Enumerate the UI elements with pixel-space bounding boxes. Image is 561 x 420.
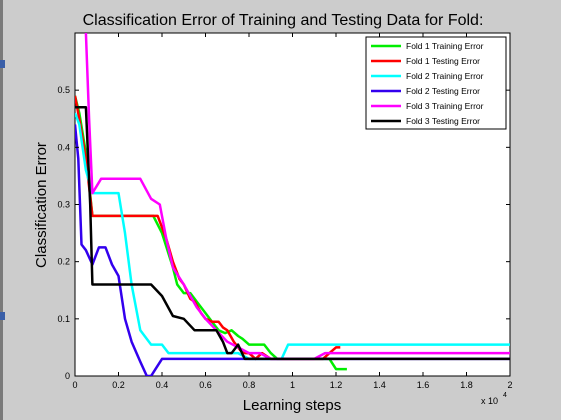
x-tick-label: 1.4 <box>373 380 386 390</box>
x-tick-label: 2 <box>507 380 512 390</box>
series-line-4 <box>75 124 510 376</box>
x-tick-label: 0.6 <box>199 380 212 390</box>
x-tick-label: 0.2 <box>112 380 125 390</box>
window-edge-mark <box>0 312 5 320</box>
legend-label: Fold 3 Testing Error <box>406 116 480 126</box>
series-line-6 <box>75 106 510 361</box>
axis-ticks <box>74 33 511 377</box>
x-axis-label: Learning steps <box>243 397 341 414</box>
x-tick-label: 0.8 <box>243 380 256 390</box>
legend-label: Fold 2 Testing Error <box>406 86 480 96</box>
legend-label: Fold 1 Training Error <box>406 41 484 51</box>
legend: Fold 1 Training Error Fold 1 Testing Erro… <box>365 36 507 130</box>
legend-label: Fold 2 Training Error <box>406 71 484 81</box>
x-axis-multiplier: x 10 <box>481 396 498 406</box>
x-tick-label: 0 <box>72 380 77 390</box>
x-axis-multiplier-exponent: 4 <box>503 392 507 399</box>
legend-label: Fold 1 Testing Error <box>406 56 480 66</box>
y-tick-label: 0.5 <box>57 85 70 95</box>
x-tick-label: 1.2 <box>330 380 343 390</box>
x-tick-label: 0.4 <box>156 380 169 390</box>
y-tick-label: 0.3 <box>57 200 70 210</box>
axis-tick-labels: 0 0.2 0.4 0.6 0.8 1 1.2 1.4 1.6 1.8 2 0 0.1 0.2 0.3 0.4… <box>57 85 512 390</box>
legend-box <box>365 36 507 130</box>
x-tick-label: 1.8 <box>460 380 473 390</box>
legend-label: Fold 3 Training Error <box>406 101 484 111</box>
chart-title: Classification Error of Training and Tes… <box>83 12 484 29</box>
y-tick-label: 0.2 <box>57 257 70 267</box>
y-tick-label: 0.1 <box>57 314 70 324</box>
y-tick-label: 0.4 <box>57 142 70 152</box>
x-tick-label: 1.6 <box>417 380 430 390</box>
window-edge-mark <box>0 60 5 68</box>
y-tick-label: 0 <box>65 371 70 381</box>
series-lines <box>75 33 510 376</box>
window-edge <box>0 0 3 420</box>
y-axis-label: Classification Error <box>33 142 50 268</box>
x-tick-label: 1 <box>290 380 295 390</box>
